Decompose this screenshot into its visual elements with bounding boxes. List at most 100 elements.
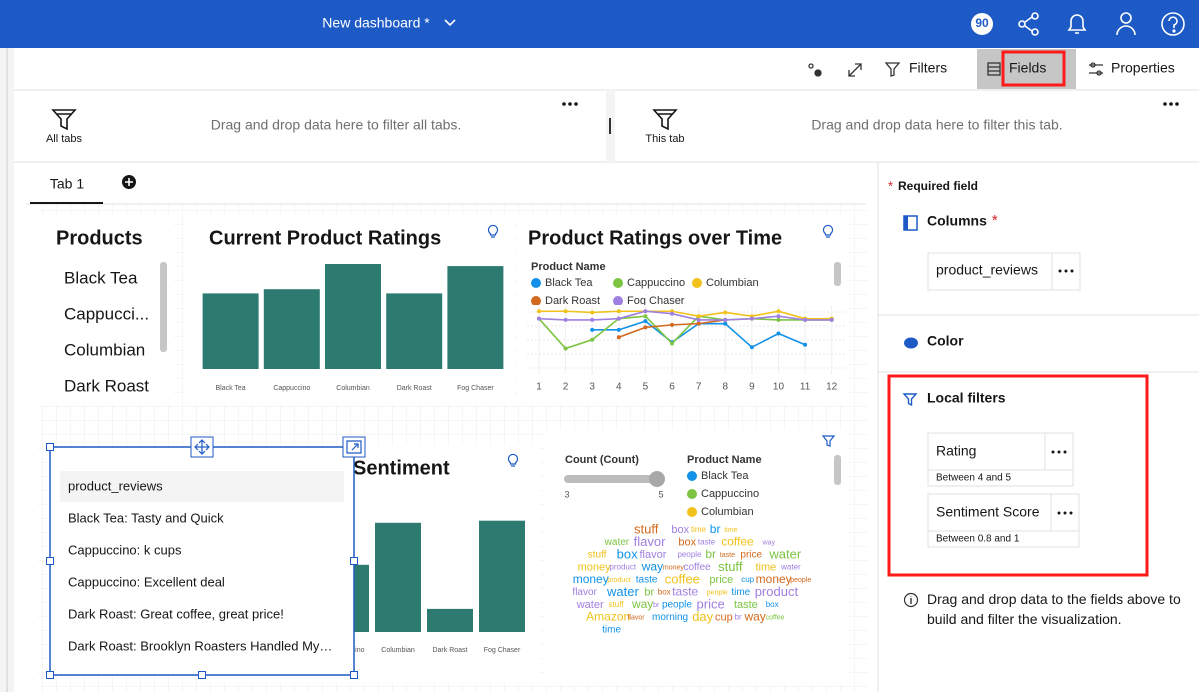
line-point [776, 314, 781, 319]
tab[interactable]: Tab 1 [50, 176, 84, 192]
columns-field[interactable] [927, 252, 1081, 291]
list-item[interactable]: Dark Roast: Great coffee, great price! [68, 606, 284, 621]
x-tick-label: Columbian [336, 385, 370, 392]
cloud-word: way [762, 539, 776, 546]
bar [202, 293, 259, 369]
cloud-word: taste [734, 599, 758, 611]
list-item[interactable]: Cappuccino: k cups [68, 542, 182, 557]
line-point [776, 309, 781, 314]
filter-scope: This tab [645, 133, 684, 145]
cloud-word: people [707, 589, 728, 596]
legend-swatch [687, 471, 697, 481]
filter-chip[interactable]: Rating [936, 443, 976, 459]
x-tick-label: Cappuccino [273, 385, 310, 392]
widget-title: Current Product Ratings [209, 227, 441, 249]
resize-handle[interactable] [350, 557, 358, 565]
products-widget[interactable] [38, 215, 174, 405]
move-icon[interactable] [194, 439, 210, 455]
time-scrollbar[interactable] [834, 262, 841, 286]
field-chip[interactable]: product_reviews [936, 262, 1038, 278]
list-item[interactable]: Columbian [64, 340, 145, 359]
dashboard-title[interactable]: New dashboard * [322, 15, 430, 31]
list-item[interactable]: Black Tea [64, 268, 138, 287]
cloud-word: flavor [634, 534, 666, 549]
cloud-word: people [790, 577, 811, 584]
badge-count: 90 [975, 16, 989, 30]
toolbar-button[interactable]: Fields [1009, 60, 1046, 76]
resize-handle[interactable] [350, 671, 358, 679]
legend-swatch [613, 278, 623, 288]
list-item[interactable]: Cappuccino: Excellent deal [68, 574, 225, 589]
toolbar-icons[interactable] [808, 62, 1103, 77]
resize-handle[interactable] [46, 443, 54, 451]
list-item[interactable]: Cappucci... [64, 304, 149, 323]
field-menus[interactable] [1051, 269, 1074, 515]
wordcloud-scrollbar[interactable] [834, 455, 841, 485]
slider-knob[interactable] [649, 471, 665, 487]
expand-icon[interactable] [346, 440, 362, 454]
line-point [536, 309, 541, 314]
line-point [749, 316, 754, 321]
legend-swatch [531, 278, 541, 288]
cloud-word: br [735, 613, 742, 622]
overflow-menus[interactable] [562, 102, 1179, 106]
panel-icons [902, 215, 919, 608]
products-scrollbar[interactable] [160, 262, 167, 352]
cloud-word: Amazon [586, 610, 630, 624]
cloud-word: taste [672, 585, 698, 599]
cloud-word: day [692, 609, 713, 624]
toolbar-button[interactable]: Filters [909, 60, 947, 76]
list-item[interactable]: Black Tea: Tasty and Quick [68, 510, 224, 525]
cloud-word: people [677, 550, 702, 559]
cloud-word: br [710, 522, 721, 536]
line-point [590, 317, 595, 322]
notification-badge[interactable] [971, 13, 993, 35]
line-point [670, 311, 675, 316]
time-widget[interactable] [518, 215, 848, 405]
list-item[interactable]: Dark Roast: Brooklyn Roasters Handled My… [68, 638, 332, 653]
cloud-word: flavor [627, 614, 645, 621]
resize-handle[interactable] [46, 557, 54, 565]
legend-swatch [687, 489, 697, 499]
legend-label: Black Tea [701, 470, 749, 482]
x-tick-label: 4 [616, 382, 622, 393]
cloud-word: stuff [609, 600, 625, 609]
list-item[interactable]: Dark Roast [64, 376, 149, 395]
cloud-word: box [671, 524, 689, 536]
wordcloud-widget[interactable] [545, 430, 848, 685]
expand-handle[interactable] [342, 436, 366, 458]
cloud-word: time [731, 587, 750, 598]
x-tick-label: 7 [696, 382, 702, 393]
line-point [749, 345, 754, 350]
resize-handle[interactable] [46, 671, 54, 679]
fields-tab-bg[interactable] [977, 49, 1076, 89]
legend-title: Product Name [531, 261, 606, 273]
cloud-word: way [631, 597, 653, 611]
cloud-word: stuff [634, 521, 659, 536]
header-icons[interactable] [1018, 12, 1185, 36]
cloud-word: people [662, 600, 692, 611]
line-series [538, 315, 832, 350]
widget-title: Sentiment [353, 457, 450, 479]
filter-chip[interactable]: Sentiment Score [936, 504, 1040, 520]
x-tick-label: Dark Roast [432, 647, 467, 654]
title-chevron[interactable] [444, 19, 456, 27]
line-point [670, 322, 675, 327]
filter-icons[interactable] [51, 109, 678, 131]
legend-title: Product Name [687, 454, 762, 466]
filter-field[interactable] [927, 493, 1080, 548]
resize-handle[interactable] [198, 671, 206, 679]
line-point [590, 310, 595, 315]
toolbar-button[interactable]: Properties [1111, 60, 1175, 76]
line-point [643, 325, 648, 330]
line-point [616, 309, 621, 314]
add-tab-plus[interactable] [125, 178, 133, 186]
filter-field[interactable] [927, 432, 1074, 487]
cloud-word: flavor [572, 587, 597, 598]
section-title: Columns [927, 213, 987, 229]
x-tick-label: Black Tea [215, 385, 245, 392]
top-bar [0, 0, 1199, 48]
cloud-word: coffee [665, 571, 700, 586]
line-point [616, 327, 621, 332]
